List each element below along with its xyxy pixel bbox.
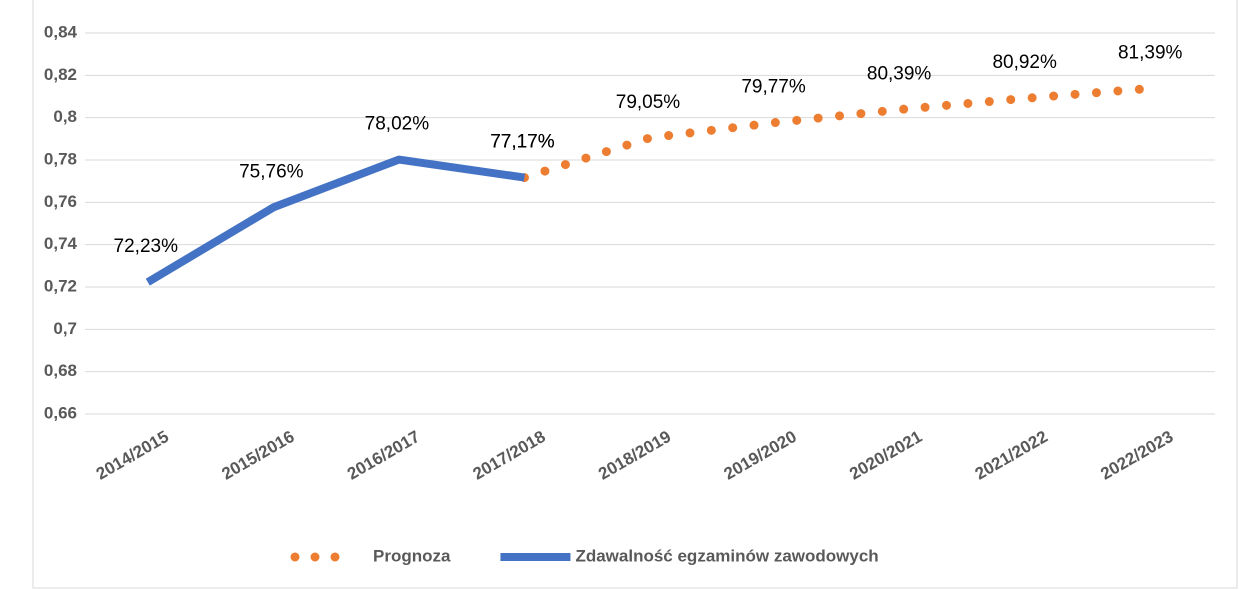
x-tick-label: 2021/2022 bbox=[972, 427, 1051, 484]
y-tick-label: 0,82 bbox=[44, 65, 77, 84]
x-tick-label: 2022/2023 bbox=[1097, 427, 1176, 484]
legend-label: Prognoza bbox=[373, 546, 451, 565]
y-tick-label: 0,84 bbox=[44, 22, 78, 41]
y-tick-label: 0,68 bbox=[44, 361, 77, 380]
y-tick-label: 0,78 bbox=[44, 149, 77, 168]
x-tick-label: 2014/2015 bbox=[93, 427, 172, 484]
y-tick-label: 0,76 bbox=[44, 192, 77, 211]
data-label: 78,02% bbox=[365, 114, 430, 135]
chart-border bbox=[32, 0, 1238, 589]
y-tick-label: 0,74 bbox=[44, 234, 78, 253]
data-label: 79,77% bbox=[741, 77, 806, 98]
data-label: 77,17% bbox=[490, 132, 555, 153]
x-tick-label: 2015/2016 bbox=[218, 427, 297, 484]
data-label: 80,92% bbox=[992, 52, 1057, 73]
y-tick-label: 0,7 bbox=[53, 319, 77, 338]
legend-label: Zdawalność egzaminów zawodowych bbox=[575, 546, 878, 565]
data-label: 72,23% bbox=[114, 236, 179, 257]
series-line bbox=[145, 155, 526, 286]
x-tick-label: 2020/2021 bbox=[846, 427, 925, 484]
x-tick-label: 2016/2017 bbox=[344, 427, 423, 484]
data-label: 77,17% bbox=[490, 132, 555, 153]
data-label: 79,05% bbox=[616, 92, 681, 113]
data-label: 81,39% bbox=[1118, 42, 1183, 63]
x-tick-label: 2018/2019 bbox=[595, 427, 674, 484]
data-label: 75,76% bbox=[239, 161, 304, 182]
y-tick-label: 0,66 bbox=[44, 403, 77, 422]
series-line bbox=[519, 83, 1157, 183]
y-tick-label: 0,72 bbox=[44, 276, 77, 295]
x-tick-label: 2017/2018 bbox=[470, 427, 549, 484]
data-label: 80,39% bbox=[867, 63, 932, 84]
x-tick-label: 2019/2020 bbox=[721, 427, 800, 484]
y-tick-label: 0,8 bbox=[53, 107, 77, 126]
